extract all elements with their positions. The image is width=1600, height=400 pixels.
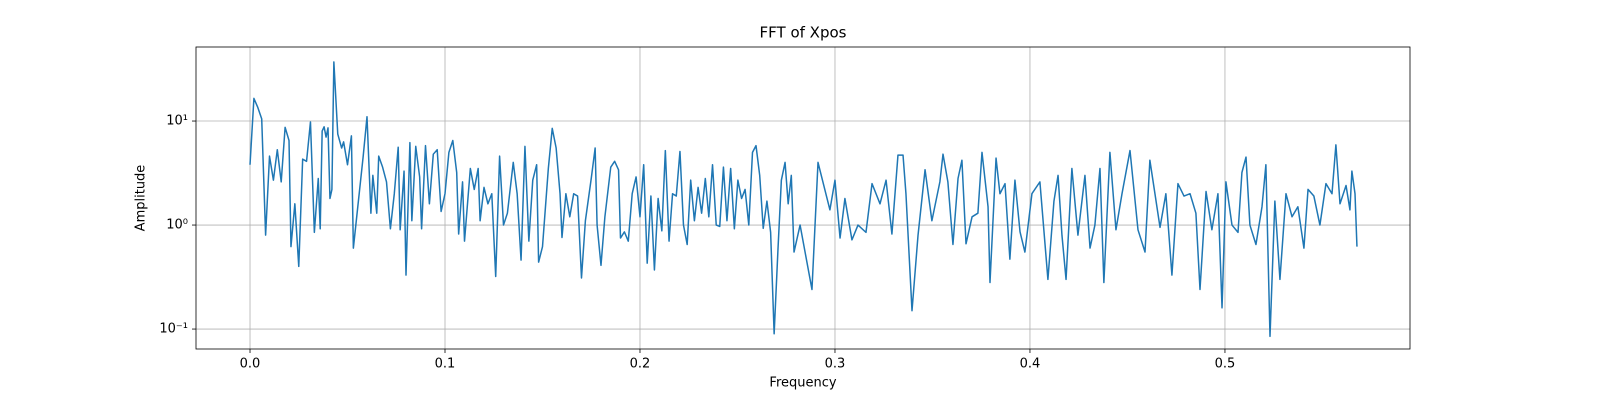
y-tick-label: 10⁻¹ (159, 322, 188, 337)
x-tick-label: 0.1 (435, 357, 456, 372)
x-tick-label: 0.0 (240, 357, 261, 372)
chart-title: FFT of Xpos (760, 24, 847, 42)
x-tick-label: 0.5 (1215, 357, 1236, 372)
x-axis-label: Frequency (769, 376, 836, 391)
x-tick-label: 0.4 (1020, 357, 1041, 372)
plot-frame (195, 46, 1411, 350)
y-tick-label: 10¹ (166, 114, 188, 129)
y-axis-label: Amplitude (134, 165, 149, 232)
y-tick-label: 10⁰ (166, 218, 188, 233)
data-line (249, 61, 1358, 338)
x-tick-label: 0.3 (825, 357, 846, 372)
x-tick-label: 0.2 (630, 357, 651, 372)
